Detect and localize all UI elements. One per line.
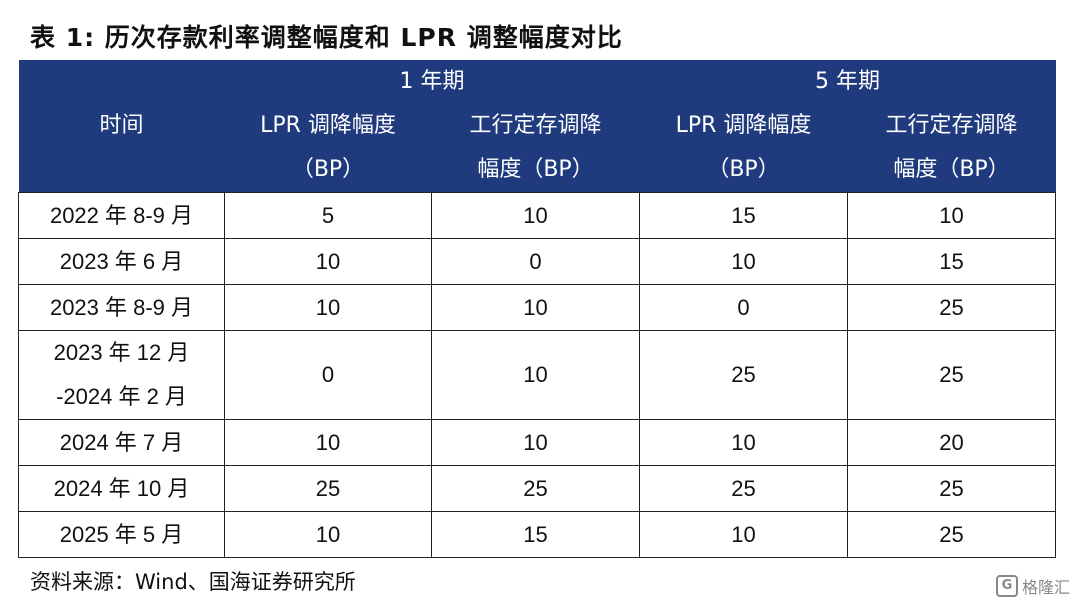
- header-time: 时间: [18, 60, 225, 193]
- row-date: 2024 年 10 月: [18, 465, 225, 512]
- header-lpr-1y: LPR 调降幅度 （BP）: [224, 104, 432, 193]
- source-note: 资料来源：Wind、国海证券研究所: [30, 570, 356, 594]
- cell-icbc-5y: 20: [847, 419, 1056, 466]
- row-date: 2023 年 6 月: [18, 238, 225, 285]
- table-row: 2023 年 12 月 -2024 年 2 月 0 10 25 25: [18, 330, 1056, 420]
- cell-icbc-5y: 10: [847, 192, 1056, 239]
- cell-icbc-5y: 15: [847, 238, 1056, 285]
- cell-icbc-5y: 25: [847, 330, 1056, 420]
- table-row: 2023 年 8-9 月 10 10 0 25: [18, 284, 1056, 331]
- cell-lpr-1y: 10: [224, 238, 432, 285]
- cell-lpr-1y: 0: [224, 330, 432, 420]
- row-date: 2024 年 7 月: [18, 419, 225, 466]
- cell-icbc-1y: 10: [431, 330, 640, 420]
- gelonghui-logo-icon: G: [995, 575, 1018, 597]
- cell-icbc-1y: 10: [431, 192, 640, 239]
- row-date: 2022 年 8-9 月: [18, 192, 225, 239]
- cell-lpr-5y: 10: [639, 419, 848, 466]
- table-title: 表 1: 历次存款利率调整幅度和 LPR 调整幅度对比: [30, 23, 623, 52]
- cell-icbc-1y: 25: [431, 465, 640, 512]
- header-group-1y: 1 年期: [224, 60, 640, 104]
- cell-lpr-1y: 10: [224, 284, 432, 331]
- cell-icbc-5y: 25: [847, 465, 1056, 512]
- cell-icbc-1y: 10: [431, 419, 640, 466]
- cell-lpr-5y: 25: [639, 465, 848, 512]
- cell-lpr-5y: 15: [639, 192, 848, 239]
- header-lpr-5y: LPR 调降幅度 （BP）: [639, 104, 848, 193]
- cell-lpr-1y: 5: [224, 192, 432, 239]
- table-row: 2024 年 7 月 10 10 10 20: [18, 419, 1056, 466]
- table-row: 2022 年 8-9 月 5 10 15 10: [18, 192, 1056, 239]
- cell-icbc-5y: 25: [847, 511, 1056, 558]
- cell-icbc-5y: 25: [847, 284, 1056, 331]
- cell-lpr-5y: 10: [639, 511, 848, 558]
- watermark-text: 格隆汇: [1021, 578, 1070, 597]
- row-date: 2025 年 5 月: [18, 511, 225, 558]
- comparison-table: 时间 1 年期 5 年期 LPR 调降幅度 （BP） 工行定存调降 幅度（BP）…: [18, 60, 1056, 558]
- cell-lpr-5y: 10: [639, 238, 848, 285]
- cell-lpr-1y: 25: [224, 465, 432, 512]
- cell-icbc-1y: 10: [431, 284, 640, 331]
- header-group-5y: 5 年期: [639, 60, 1056, 104]
- table-row: 2023 年 6 月 10 0 10 15: [18, 238, 1056, 285]
- header-icbc-5y: 工行定存调降 幅度（BP）: [847, 104, 1056, 193]
- cell-icbc-1y: 15: [431, 511, 640, 558]
- table-row: 2024 年 10 月 25 25 25 25: [18, 465, 1056, 512]
- cell-lpr-1y: 10: [224, 511, 432, 558]
- row-date: 2023 年 12 月 -2024 年 2 月: [18, 330, 225, 420]
- cell-lpr-5y: 0: [639, 284, 848, 331]
- watermark: G 格隆汇: [995, 574, 1070, 598]
- header-icbc-1y: 工行定存调降 幅度（BP）: [431, 104, 640, 193]
- row-date: 2023 年 8-9 月: [18, 284, 225, 331]
- cell-lpr-1y: 10: [224, 419, 432, 466]
- cell-lpr-5y: 25: [639, 330, 848, 420]
- cell-icbc-1y: 0: [431, 238, 640, 285]
- table-row: 2025 年 5 月 10 15 10 25: [18, 511, 1056, 558]
